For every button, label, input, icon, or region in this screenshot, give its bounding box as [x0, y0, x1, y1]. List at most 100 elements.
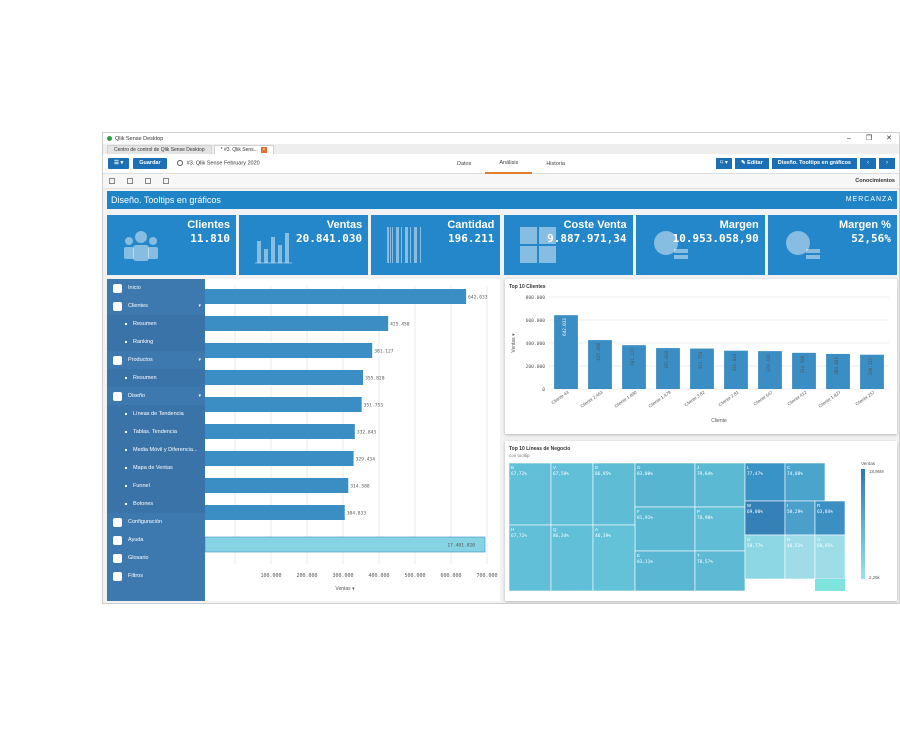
- top10-clientes-panel[interactable]: Top 10 Clientes 800.000 600.000 400.000 200.…: [505, 279, 897, 434]
- sheet-selector[interactable]: Diseño. Tooltips en gráficos: [771, 158, 857, 169]
- treemap-cell[interactable]: [814, 500, 846, 536]
- sidebar-subitem[interactable]: Mapa de Ventas: [107, 459, 205, 477]
- kpi-card[interactable]: Clientes 11.810: [107, 215, 236, 275]
- sidebar-item-clientes[interactable]: Clientes ▾: [107, 297, 205, 315]
- x-tick-label: 400.000: [368, 573, 389, 579]
- insights-button[interactable]: Conocimientos: [855, 178, 895, 184]
- next-sheet-button[interactable]: ›: [879, 158, 895, 169]
- kpi-card[interactable]: Coste Venta 9.887.971,34: [503, 215, 633, 275]
- bullet-icon: [125, 449, 127, 451]
- treemap-cell[interactable]: [508, 462, 552, 526]
- bar[interactable]: [205, 424, 355, 439]
- bookmark-button[interactable]: ⌑ ▾: [716, 158, 733, 169]
- tab-app-label: * #3. Qlik Sens...: [220, 147, 258, 153]
- nav-tab-historia[interactable]: Historia: [546, 161, 565, 167]
- bar[interactable]: [205, 316, 389, 331]
- maximize-button[interactable]: ❐: [865, 135, 873, 142]
- column-bar[interactable]: [826, 353, 850, 389]
- step-back-icon[interactable]: [145, 178, 151, 184]
- nav-tab-datos[interactable]: Datos: [457, 161, 472, 167]
- column-bar[interactable]: [758, 351, 782, 389]
- sidebar-item-configuración[interactable]: Configuración: [107, 513, 205, 531]
- treemap-cell[interactable]: [694, 462, 746, 508]
- sidebar-item-diseño[interactable]: Diseño ▾: [107, 387, 205, 405]
- selections-tool-icon[interactable]: [127, 178, 133, 184]
- treemap-cell[interactable]: [744, 534, 786, 580]
- treemap-cell[interactable]: [634, 462, 696, 508]
- top10-lineas-panel[interactable]: Top 10 Líneas de Negocio con tooltip B 67,7…: [505, 441, 897, 601]
- treemap-cell-small[interactable]: [815, 579, 845, 591]
- sidebar-subitem[interactable]: Media Móvil y Diferencia...: [107, 441, 205, 459]
- save-button[interactable]: Guardar: [133, 158, 167, 169]
- bullet-icon: [125, 413, 127, 415]
- treemap-cell[interactable]: [784, 462, 826, 502]
- chevron-down-icon[interactable]: ▾: [198, 303, 201, 309]
- sidebar-item-filtros[interactable]: Filtros: [107, 567, 205, 585]
- bar[interactable]: [205, 289, 467, 304]
- kpi-card[interactable]: Cantidad 196.211: [371, 215, 501, 275]
- nav-tab-analisis[interactable]: Análisis: [485, 154, 533, 174]
- treemap-cell[interactable]: [550, 524, 594, 592]
- sidebar-item-inicio[interactable]: Inicio: [107, 279, 205, 297]
- treemap-cell[interactable]: [784, 500, 816, 536]
- ventas-bar-chart[interactable]: 100.000 200.000 300.000 400.000 500.000 600.0…: [205, 279, 500, 601]
- chevron-down-icon[interactable]: ▾: [198, 393, 201, 399]
- sidebar-subitem[interactable]: Resumen: [107, 369, 205, 387]
- sidebar-subitem[interactable]: Funnel: [107, 477, 205, 495]
- sidebar-menu: Inicio Clientes ▾ Resumen Ranking Productos ▾ R…: [107, 279, 205, 601]
- bar[interactable]: [205, 451, 354, 466]
- treemap-cell[interactable]: [634, 550, 696, 592]
- clear-selections-icon[interactable]: [163, 178, 169, 184]
- sidebar-subitem[interactable]: Botones: [107, 495, 205, 513]
- treemap-cell[interactable]: [634, 506, 696, 552]
- sidebar-subitem[interactable]: Líneas de Tendencia: [107, 405, 205, 423]
- treemap-cell[interactable]: [508, 524, 552, 592]
- bar[interactable]: [205, 370, 364, 385]
- column-bar[interactable]: [792, 352, 816, 389]
- prev-sheet-button[interactable]: ‹: [860, 158, 876, 169]
- column-bar[interactable]: [588, 340, 612, 389]
- kpi-value: 196.211: [448, 232, 495, 245]
- x-category-label: Cliente 412: [787, 389, 809, 406]
- menu-button[interactable]: ☰ ▾: [108, 158, 130, 169]
- minimize-button[interactable]: –: [847, 135, 851, 142]
- column-bar[interactable]: [724, 350, 748, 389]
- kpi-card[interactable]: Ventas 20.841.030: [239, 215, 369, 275]
- tab-hub[interactable]: Centro de control de Qlik Sense Desktop: [107, 145, 212, 154]
- treemap-cell-value: 67,72%: [511, 533, 527, 539]
- treemap-cell-value: 74,08%: [787, 471, 803, 477]
- bar[interactable]: [205, 505, 345, 520]
- sidebar-item-productos[interactable]: Productos ▾: [107, 351, 205, 369]
- treemap-cell[interactable]: [592, 462, 636, 526]
- edit-button[interactable]: ✎ Editar: [735, 158, 769, 169]
- sidebar-subitem-label: Funnel: [133, 483, 150, 489]
- chevron-down-icon[interactable]: ▾: [198, 357, 201, 363]
- smart-search-icon[interactable]: [109, 178, 115, 184]
- kpi-card[interactable]: Margen % 52,56%: [767, 215, 897, 275]
- column-bar[interactable]: [690, 348, 714, 389]
- bar[interactable]: [205, 343, 373, 358]
- treemap-cell[interactable]: [694, 550, 746, 592]
- sidebar-subitem[interactable]: Resumen: [107, 315, 205, 333]
- column-bar[interactable]: [554, 315, 578, 389]
- column-bar[interactable]: [860, 354, 884, 389]
- sidebar-subitem[interactable]: Ranking: [107, 333, 205, 351]
- sidebar-item-ayuda[interactable]: Ayuda: [107, 531, 205, 549]
- column-bar[interactable]: [622, 345, 646, 389]
- column-bar[interactable]: [656, 348, 680, 389]
- treemap-cell[interactable]: [744, 500, 786, 536]
- kpi-card[interactable]: Margen 10.953.058,90: [635, 215, 765, 275]
- bar[interactable]: [205, 536, 486, 553]
- treemap-cell[interactable]: [744, 462, 786, 502]
- tab-app[interactable]: * #3. Qlik Sens... ×: [213, 145, 274, 154]
- treemap-cell[interactable]: [814, 534, 846, 580]
- tab-close-icon[interactable]: ×: [260, 146, 267, 153]
- treemap-cell[interactable]: [694, 506, 746, 552]
- bar[interactable]: [205, 478, 349, 493]
- bar[interactable]: [205, 397, 362, 412]
- sidebar-subitem[interactable]: Tablas. Tendencia: [107, 423, 205, 441]
- close-button[interactable]: ✕: [886, 135, 892, 142]
- sidebar-subitem-label: Resumen: [133, 375, 157, 381]
- sidebar-item-glosario[interactable]: Glosario: [107, 549, 205, 567]
- treemap-cell[interactable]: [550, 462, 594, 526]
